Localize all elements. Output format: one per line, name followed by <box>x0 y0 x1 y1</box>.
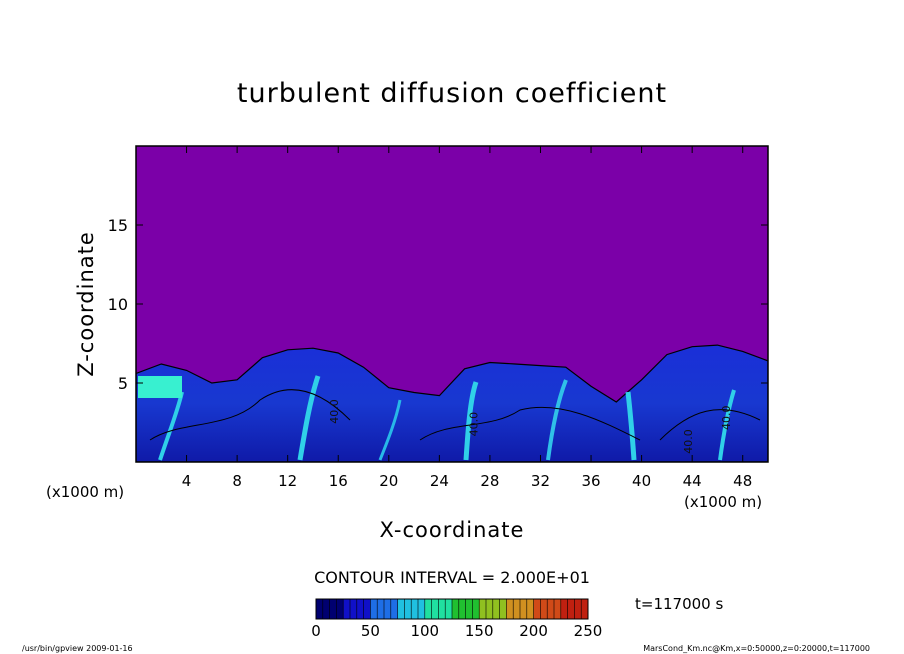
colorbar-tick-label: 0 <box>311 622 321 640</box>
colorbar-segment <box>404 599 412 619</box>
plot-area: 40.0 40.0 40.0 40.0 <box>136 146 768 462</box>
colorbar-segment <box>411 599 419 619</box>
colorbar-segment <box>370 599 378 619</box>
colorbar-segment <box>397 599 405 619</box>
x-tick-label: 16 <box>329 472 348 490</box>
x-tick-label: 20 <box>379 472 398 490</box>
colorbar-segment <box>343 599 351 619</box>
colorbar-segment <box>452 599 460 619</box>
footer-left: /usr/bin/gpview 2009-01-16 <box>22 644 133 653</box>
y-ticks: 5 10 15 <box>108 216 768 393</box>
colorbar-segment <box>574 599 582 619</box>
contour-labels: 40.0 40.0 40.0 40.0 <box>328 399 733 454</box>
colorbar-segment <box>513 599 521 619</box>
colorbar-segment <box>384 599 392 619</box>
colorbar-segment <box>506 599 514 619</box>
colorbar-segment <box>486 599 494 619</box>
x-tick-label: 12 <box>278 472 297 490</box>
colorbar-segment <box>492 599 501 619</box>
plume-streak <box>546 379 568 461</box>
colorbar-tick-label: 250 <box>574 622 603 640</box>
x-unit-label-right: (x1000 m) <box>684 493 762 511</box>
colorbar-segment <box>390 599 399 619</box>
colorbar-tick-label: 150 <box>465 622 494 640</box>
plume-streak <box>463 381 479 461</box>
contour-line <box>149 389 351 441</box>
colorbar-segment <box>479 599 487 619</box>
plume-streak <box>718 389 736 461</box>
colorbar-segment <box>547 599 555 619</box>
colorbar-segment <box>322 599 331 619</box>
colorbar-segment <box>316 599 324 619</box>
colorbar-tick-label: 100 <box>410 622 439 640</box>
cyan-patch <box>138 376 182 398</box>
contour-label: 40.0 <box>682 429 695 454</box>
colorbar-segment <box>526 599 535 619</box>
colorbar-ticks: 0 50 100 150 200 250 <box>311 622 602 640</box>
plumes <box>138 375 761 461</box>
y-tick-label: 15 <box>108 216 128 235</box>
x-unit-label-left: (x1000 m) <box>46 483 124 501</box>
turbulent-layer <box>136 344 768 462</box>
chart-title: turbulent diffusion coefficient <box>237 78 667 109</box>
colorbar-segment <box>533 599 541 619</box>
x-tick-label: 8 <box>232 472 242 490</box>
colorbar-tick-label: 50 <box>361 622 380 640</box>
colorbar-frame <box>315 598 589 620</box>
x-tick-label: 44 <box>683 472 702 490</box>
colorbar-segment <box>458 599 467 619</box>
x-ticks: 4 8 12 16 20 24 28 32 36 40 44 48 <box>182 146 752 490</box>
x-tick-label: 28 <box>480 472 499 490</box>
contour-label: 40.0 <box>720 406 733 431</box>
contour-line <box>419 406 641 441</box>
plume-streak <box>625 391 637 461</box>
colorbar-segment <box>567 599 575 619</box>
y-tick-label: 5 <box>118 374 128 393</box>
colorbar-segment <box>472 599 480 619</box>
y-axis-title: Z-coordinate <box>74 231 98 377</box>
colorbar-segment <box>438 599 446 619</box>
x-axis-title: X-coordinate <box>380 518 525 542</box>
contour-label: 40.0 <box>328 399 341 424</box>
colorbar <box>315 599 589 619</box>
colorbar-segment <box>520 599 528 619</box>
x-tick-label: 24 <box>430 472 449 490</box>
plume-streak <box>297 375 321 461</box>
colorbar-segment <box>329 599 337 619</box>
y-tick-label: 10 <box>108 295 128 314</box>
contour-label: 40.0 <box>467 412 480 437</box>
contour-line <box>659 409 761 441</box>
x-tick-label: 32 <box>531 472 550 490</box>
colorbar-segment <box>418 599 426 619</box>
colorbar-segment <box>445 599 453 619</box>
x-tick-label: 40 <box>632 472 651 490</box>
colorbar-segment <box>377 599 385 619</box>
colorbar-segment <box>554 599 562 619</box>
x-tick-label: 36 <box>581 472 600 490</box>
footer-right: MarsCond_Km.nc@Km,x=0:50000,z=0:20000,t=… <box>643 644 870 653</box>
colorbar-segment <box>540 599 548 619</box>
colorbar-segment <box>499 599 507 619</box>
colorbar-segment <box>431 599 439 619</box>
contour-interval-label: CONTOUR INTERVAL = 2.000E+01 <box>314 568 590 587</box>
colorbar-tick-label: 200 <box>519 622 548 640</box>
time-label: t=117000 s <box>635 595 723 613</box>
colorbar-segment <box>350 599 358 619</box>
colorbar-segment <box>356 599 365 619</box>
colorbar-segment <box>465 599 473 619</box>
colorbar-segment <box>424 599 433 619</box>
x-tick-label: 48 <box>733 472 752 490</box>
colorbar-segment <box>581 599 589 619</box>
colorbar-segment <box>560 599 569 619</box>
colorbar-segment <box>363 599 371 619</box>
colorbar-segment <box>336 599 344 619</box>
x-tick-label: 4 <box>182 472 192 490</box>
plume-streak <box>378 399 402 461</box>
